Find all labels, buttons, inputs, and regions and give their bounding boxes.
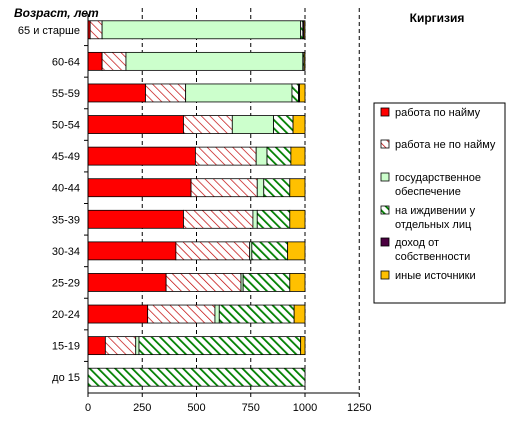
bar-segment: [292, 115, 306, 134]
bar-segment: [183, 115, 233, 134]
legend-swatch: [380, 107, 390, 117]
bar-segment: [273, 115, 294, 134]
x-tick-label: 250: [133, 402, 151, 414]
legend-label: иные источники: [395, 270, 476, 282]
bar-segment: [289, 178, 306, 198]
legend-label: доход от собственности: [395, 237, 470, 263]
bar-segment: [104, 336, 137, 356]
legend-swatch: [380, 237, 390, 247]
bars: [87, 20, 306, 387]
bar-segment: [87, 241, 177, 261]
bar-segment: [303, 51, 306, 71]
bar-segment: [255, 146, 268, 166]
legend-label: работа по найму: [395, 107, 481, 119]
bar-segment: [175, 241, 251, 261]
legend-frame: [373, 102, 506, 304]
legend-swatch: [380, 270, 390, 280]
x-tick-label: 500: [187, 402, 205, 414]
legend-swatch: [380, 172, 390, 182]
category-label: 60-64: [52, 56, 80, 68]
bar-segment: [165, 273, 242, 292]
bar-segment: [293, 304, 306, 324]
bar-segment: [87, 146, 196, 166]
bar-segment: [287, 241, 306, 261]
bar-segment: [195, 146, 257, 166]
category-label: 15-19: [52, 341, 80, 353]
bar-segment: [89, 20, 103, 40]
bar-segment: [87, 209, 184, 229]
bar-segment: [218, 304, 295, 324]
legend-label: на иждивении у отдельных лиц: [395, 205, 476, 231]
category-label: 20-24: [52, 309, 80, 321]
bar-segment: [251, 241, 289, 261]
bar-segment: [125, 51, 304, 71]
bar-segment: [87, 178, 192, 198]
chart-title: Киргизия: [410, 11, 465, 25]
bar-segment: [101, 20, 302, 40]
bar-segment: [289, 209, 306, 229]
x-tick-label: 750: [242, 402, 260, 414]
bar-segment: [300, 336, 306, 356]
category-label: 65 и старше: [18, 25, 80, 37]
bar-segment: [87, 336, 106, 356]
bar-segment: [299, 83, 306, 103]
bar-segment: [87, 115, 184, 134]
gridlines: [141, 8, 360, 393]
category-label: 50-54: [52, 120, 80, 132]
bar-segment: [87, 304, 149, 324]
bar-segment: [303, 20, 306, 40]
category-label: 55-59: [52, 88, 80, 100]
bar-segment: [87, 367, 306, 387]
category-label: 25-29: [52, 277, 80, 289]
legend-swatch: [380, 205, 390, 215]
category-labels: 65 и старше 60-64 55-59 50-54 45-49 40-44 35-3…: [18, 25, 80, 384]
bar-segment: [87, 83, 146, 103]
x-tick-label: 1250: [347, 402, 371, 414]
bar-segment: [256, 209, 291, 229]
category-label: 35-39: [52, 214, 80, 226]
y-axis-label: Возраст, лет: [14, 6, 99, 20]
legend-label: государственное обеспечение: [395, 172, 481, 198]
x-tick-label: 1000: [293, 402, 317, 414]
bar-segment: [190, 178, 258, 198]
bar-segment: [101, 51, 127, 71]
bar-segment: [185, 83, 293, 103]
bar-segment: [231, 115, 274, 134]
category-label: 45-49: [52, 151, 80, 163]
bar-segment: [183, 209, 254, 229]
category-label: 40-44: [52, 183, 80, 195]
bar-segment: [289, 273, 306, 292]
bar-segment: [291, 83, 299, 103]
bar-segment: [147, 304, 216, 324]
bar-segment: [214, 304, 220, 324]
legend-label: работа не по найму: [395, 139, 496, 151]
bar-segment: [252, 209, 258, 229]
bar-segment: [145, 83, 187, 103]
category-label: 30-34: [52, 246, 80, 258]
bar-segment: [256, 178, 265, 198]
bar-segment: [87, 273, 167, 292]
bar-segment: [266, 146, 292, 166]
legend-swatch: [380, 139, 390, 149]
bar-segment: [242, 273, 291, 292]
legend: работа по найму работа не по найму государ…: [373, 102, 506, 304]
bar-segment: [290, 146, 306, 166]
x-tick-labels: 0 250 500 750 1000 1250: [85, 402, 372, 414]
bar-segment: [87, 51, 103, 71]
x-tick-label: 0: [85, 402, 91, 414]
axes: [84, 13, 360, 397]
category-label: до 15: [52, 372, 80, 384]
bar-segment: [138, 336, 302, 356]
bar-segment: [135, 336, 140, 356]
bar-segment: [263, 178, 291, 198]
